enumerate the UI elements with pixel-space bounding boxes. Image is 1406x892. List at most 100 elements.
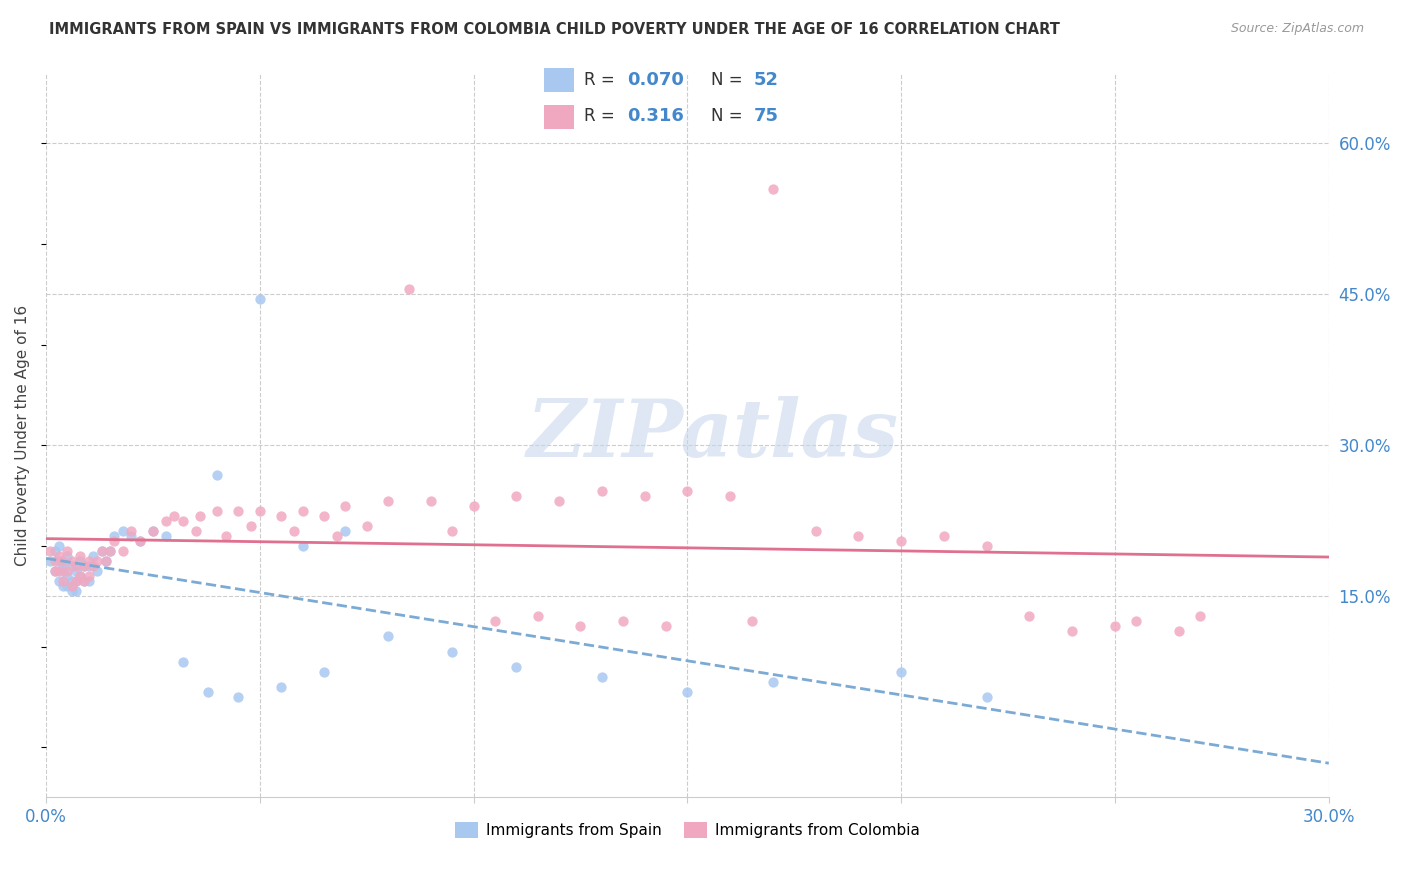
Point [39,554,62,568]
Point [804,524,827,538]
Point [335,524,357,538]
Point [228,504,250,518]
Legend: Immigrants from Spain, Immigrants from Colombia: Immigrants from Spain, Immigrants from C… [449,816,925,844]
Point [121,524,143,538]
Point [56,544,79,558]
Text: 52: 52 [754,71,779,89]
Point [69,554,91,568]
Point [484,615,506,629]
Point [505,659,527,673]
Point [142,524,165,538]
Point [249,293,271,307]
Point [548,493,571,508]
Point [77,569,100,583]
Point [52,574,75,588]
Point [86,554,108,568]
Point [86,564,108,578]
Point [69,569,91,583]
Point [52,554,75,568]
Point [270,680,292,694]
Point [741,615,763,629]
Text: N =: N = [710,107,748,125]
Point [90,544,112,558]
Point [890,665,912,679]
Point [69,549,91,563]
Point [762,182,785,196]
Point [312,508,335,523]
Text: 0.316: 0.316 [627,107,683,125]
Point [129,533,152,548]
Point [377,630,399,644]
Point [1189,609,1212,624]
Point [270,508,292,523]
Point [591,670,613,684]
Point [60,574,83,588]
Point [1062,624,1084,639]
Point [60,554,83,568]
Point [65,564,87,578]
Point [505,489,527,503]
Point [52,559,75,574]
Point [56,579,79,593]
Point [98,544,121,558]
Point [60,579,83,593]
Bar [544,104,575,128]
Point [676,483,699,498]
Point [73,559,96,574]
Point [1104,619,1126,633]
Point [60,559,83,574]
Point [44,554,66,568]
Text: 0.070: 0.070 [627,71,683,89]
Point [103,533,125,548]
Point [240,518,263,533]
Point [56,564,79,578]
Point [103,529,125,543]
Point [976,539,998,553]
Point [172,655,194,669]
Point [197,685,219,699]
Point [111,544,134,558]
Point [56,549,79,563]
Point [676,685,699,699]
Point [129,533,152,548]
Point [155,514,177,528]
Point [228,690,250,704]
Text: R =: R = [583,107,620,125]
Point [52,564,75,578]
Point [77,554,100,568]
Point [39,544,62,558]
Point [463,499,485,513]
Point [249,504,271,518]
Text: IMMIGRANTS FROM SPAIN VS IMMIGRANTS FROM COLOMBIA CHILD POVERTY UNDER THE AGE OF: IMMIGRANTS FROM SPAIN VS IMMIGRANTS FROM… [49,22,1060,37]
Point [1168,624,1191,639]
Point [56,569,79,583]
Point [77,574,100,588]
Point [90,544,112,558]
Point [48,539,70,553]
Point [356,518,378,533]
Point [1018,609,1040,624]
Y-axis label: Child Poverty Under the Age of 16: Child Poverty Under the Age of 16 [15,305,30,566]
Point [591,483,613,498]
Point [48,549,70,563]
Point [291,539,314,553]
Point [73,559,96,574]
Point [94,554,117,568]
Point [155,529,177,543]
Point [65,574,87,588]
Point [205,504,228,518]
Point [142,524,165,538]
Text: ZIPatlas: ZIPatlas [527,396,898,474]
Point [82,549,104,563]
Point [98,544,121,558]
Point [65,559,87,574]
Point [762,674,785,689]
Point [111,524,134,538]
Point [65,574,87,588]
Point [283,524,305,538]
Text: Source: ZipAtlas.com: Source: ZipAtlas.com [1230,22,1364,36]
Point [44,544,66,558]
Point [655,619,678,633]
Text: 75: 75 [754,107,779,125]
Point [94,554,117,568]
